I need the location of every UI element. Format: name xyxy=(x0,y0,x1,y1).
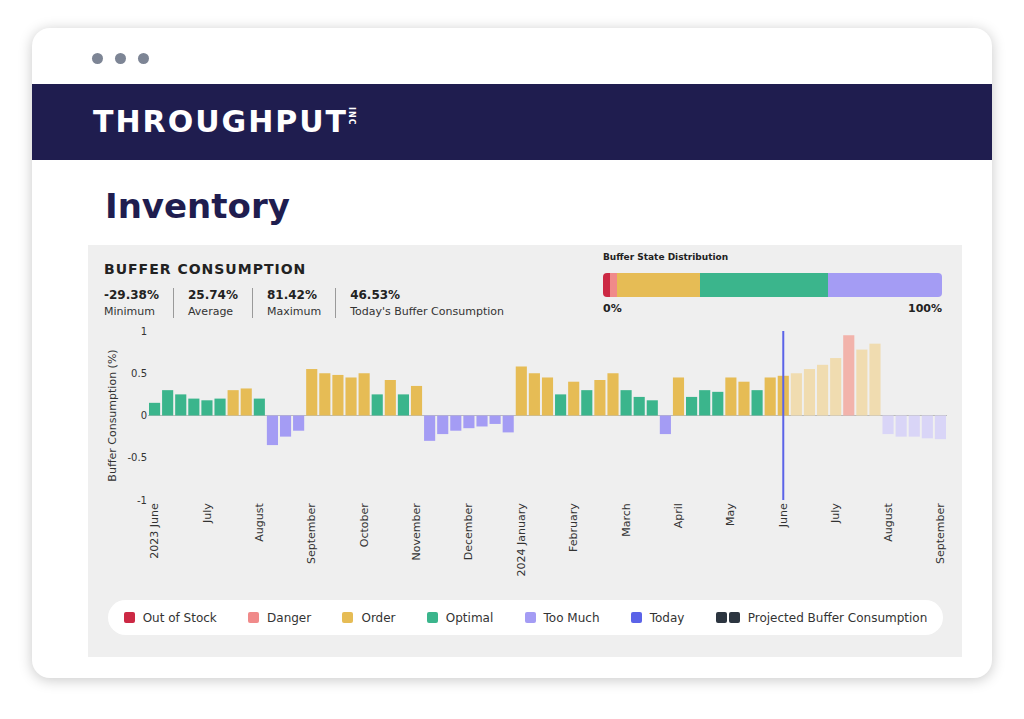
html-text:100%: 100% xyxy=(908,302,942,315)
html-text:25.74%: 25.74% xyxy=(188,288,238,302)
html-text:81.42%: 81.42% xyxy=(267,288,317,302)
svg-text:0: 0 xyxy=(141,410,147,421)
svg-text:2023 June: 2023 June xyxy=(148,503,161,559)
svg-text:-1: -1 xyxy=(137,495,147,506)
svg-text:July: July xyxy=(201,503,214,524)
html-text:Inventory: Inventory xyxy=(105,186,290,226)
svg-text:June: June xyxy=(777,503,790,528)
svg-text:-0.5: -0.5 xyxy=(127,452,147,463)
html-text:Optimal: Optimal xyxy=(445,610,494,625)
svg-text:August: August xyxy=(882,503,895,542)
svg-text:December: December xyxy=(462,503,475,561)
html-text:46.53%: 46.53% xyxy=(350,288,401,302)
html-text:INC: INC xyxy=(347,107,356,126)
html-text:THROUGHPUT: THROUGHPUT xyxy=(93,104,349,139)
svg-text:September: September xyxy=(934,503,947,564)
svg-text:1: 1 xyxy=(141,326,147,337)
html-text:Minimum: Minimum xyxy=(104,305,155,318)
html-text:Out of Stock: Out of Stock xyxy=(142,610,217,625)
html-text:Too Much: Too Much xyxy=(543,610,600,625)
html-text:Projected Buffer Consumption: Projected Buffer Consumption xyxy=(747,610,928,625)
html-text:Order: Order xyxy=(361,610,396,625)
html-text:Maximum: Maximum xyxy=(267,305,322,318)
html-text:0%: 0% xyxy=(603,302,622,315)
svg-text:May: May xyxy=(724,503,737,526)
html-text:Average: Average xyxy=(188,305,234,318)
html-text:-29.38%: -29.38% xyxy=(104,288,159,302)
svg-text:Buffer Consumption (%): Buffer Consumption (%) xyxy=(106,349,119,481)
svg-text:0.5: 0.5 xyxy=(131,368,147,379)
svg-text:April: April xyxy=(672,503,685,528)
svg-text:August: August xyxy=(253,503,266,542)
html-text:Danger: Danger xyxy=(267,610,312,625)
html-text:Today's Buffer Consumption: Today's Buffer Consumption xyxy=(350,305,504,318)
html-text:Today: Today xyxy=(649,610,685,625)
svg-text:2024 January: 2024 January xyxy=(515,503,528,577)
svg-text:November: November xyxy=(410,503,423,561)
svg-text:July: July xyxy=(829,503,842,524)
svg-text:September: September xyxy=(305,503,318,564)
html-text:BUFFER CONSUMPTION: BUFFER CONSUMPTION xyxy=(104,261,307,277)
svg-text:March: March xyxy=(620,503,633,537)
svg-text:October: October xyxy=(358,503,371,547)
html-text:Buffer State Distribution: Buffer State Distribution xyxy=(603,252,729,262)
svg-text:February: February xyxy=(567,503,580,552)
